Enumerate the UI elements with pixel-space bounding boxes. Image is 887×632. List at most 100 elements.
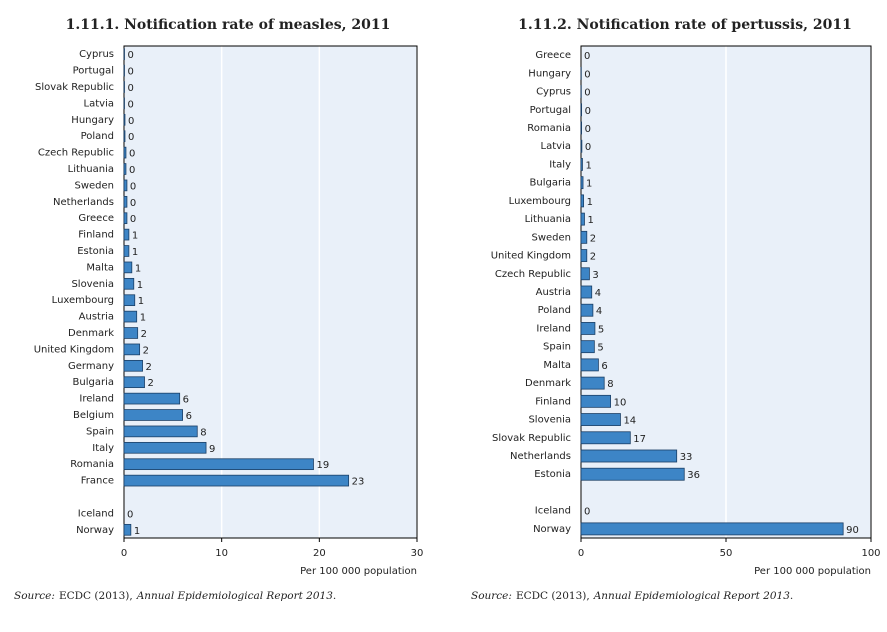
y-tick-label: Cyprus [536, 87, 571, 98]
value-label: 2 [143, 345, 149, 356]
y-tick-label: Romania [70, 459, 114, 470]
value-label: 1 [138, 296, 144, 307]
y-tick-label: France [81, 476, 114, 487]
bar [123, 277, 135, 290]
y-tick-label: Netherlands [510, 451, 571, 462]
y-tick-label: Netherlands [53, 197, 114, 208]
bar [580, 103, 582, 117]
value-label: 4 [596, 306, 602, 317]
y-tick-label: Belgium [73, 410, 114, 421]
y-tick-label: Hungary [528, 68, 571, 79]
value-label: 0 [130, 214, 136, 225]
value-label: 0 [584, 69, 590, 80]
y-tick-label: Bulgaria [530, 178, 571, 189]
value-label: 0 [127, 99, 133, 110]
y-tick-label: Ireland [79, 394, 114, 405]
value-label: 1 [585, 160, 591, 171]
y-tick-label: Spain [86, 426, 114, 437]
y-tick-label: Denmark [525, 378, 571, 389]
y-tick-label: Latvia [84, 98, 114, 109]
bar [123, 179, 128, 192]
value-label: 1 [134, 526, 140, 537]
value-label: 0 [584, 51, 590, 62]
value-label: 0 [130, 181, 136, 192]
x-axis-label: Per 100 000 population [754, 566, 871, 577]
bar [123, 212, 128, 225]
y-tick-label: Slovenia [528, 415, 571, 426]
value-label: 17 [633, 434, 646, 445]
source-label: Source: [471, 590, 512, 602]
bar [123, 474, 350, 487]
y-tick-label: Italy [92, 443, 114, 454]
bar [580, 176, 584, 190]
value-label: 1 [132, 231, 138, 242]
value-label: 0 [127, 83, 133, 94]
bar [580, 139, 583, 153]
bar [123, 409, 183, 421]
bar [123, 113, 126, 126]
value-label: 6 [186, 411, 192, 422]
y-tick-label: Austria [536, 287, 571, 298]
bar [580, 467, 685, 481]
value-label: 0 [584, 88, 590, 99]
y-tick-label: Iceland [535, 506, 571, 517]
bar [123, 261, 133, 274]
y-tick-label: Sweden [531, 232, 571, 243]
value-label: 3 [592, 270, 598, 281]
bar [580, 194, 585, 208]
x-tick-label: 100 [861, 548, 880, 559]
bar [580, 394, 611, 408]
y-tick-label: United Kingdom [34, 344, 114, 355]
bar [123, 163, 127, 175]
y-tick-label: Iceland [78, 508, 114, 519]
value-label: 0 [129, 165, 135, 176]
value-label: 1 [587, 215, 593, 226]
bar [123, 294, 136, 307]
chart-title: 1.11.2. Notification rate of pertussis, … [518, 17, 852, 33]
y-tick-label: Germany [68, 361, 114, 372]
bar [123, 376, 145, 389]
chart-title: 1.11.1. Notification rate of measles, 20… [66, 17, 391, 33]
value-label: 0 [584, 507, 590, 518]
value-label: 6 [601, 361, 607, 372]
value-label: 14 [623, 416, 636, 427]
bar [580, 376, 605, 390]
value-label: 10 [614, 397, 627, 408]
value-label: 0 [585, 124, 591, 135]
bar [580, 212, 585, 226]
bar [580, 267, 590, 281]
y-tick-label: Luxembourg [509, 196, 571, 207]
value-label: 2 [148, 378, 154, 389]
value-label: 90 [846, 525, 859, 536]
value-label: 0 [129, 149, 135, 160]
bar [123, 441, 207, 454]
value-label: 0 [127, 50, 133, 61]
x-tick-label: 20 [313, 548, 326, 559]
x-tick-label: 30 [411, 548, 424, 559]
source-text: ECDC (2013), [516, 590, 590, 602]
x-tick-label: 50 [720, 548, 733, 559]
value-label: 0 [128, 116, 134, 127]
bar [123, 359, 143, 372]
y-tick-label: Malta [543, 360, 571, 371]
source-title: Annual Epidemiological Report 2013. [593, 590, 794, 602]
bar [123, 425, 198, 438]
bar [580, 522, 844, 536]
value-label: 2 [590, 252, 596, 263]
y-tick-label: Sweden [74, 180, 114, 191]
bar [123, 327, 139, 339]
value-label: 1 [132, 247, 138, 258]
source-note: Source: ECDC (2013), Annual Epidemiologica… [471, 590, 793, 602]
bar [123, 458, 314, 471]
bar [580, 230, 588, 244]
y-tick-label: Slovenia [71, 279, 114, 290]
value-label: 2 [146, 362, 152, 373]
y-tick-label: Finland [78, 230, 114, 241]
bar [580, 322, 596, 335]
value-label: 1 [137, 280, 143, 291]
y-tick-label: Portugal [530, 105, 571, 116]
y-tick-label: Lithuania [68, 164, 114, 175]
bar [123, 523, 132, 536]
y-tick-label: Finland [535, 396, 571, 407]
